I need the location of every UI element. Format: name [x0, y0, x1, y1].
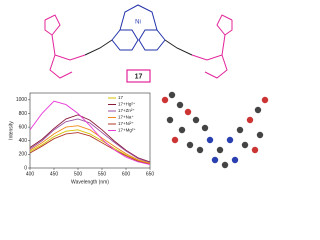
x-tick-label: 500: [74, 171, 83, 177]
legend-label: 17+Ni²⁺: [118, 121, 134, 126]
atom: [231, 156, 239, 164]
atom: [261, 96, 269, 104]
atom: [184, 108, 192, 116]
x-axis-label: Wavelength (nm): [71, 179, 109, 185]
atom: [251, 146, 259, 154]
atom: [201, 124, 209, 132]
atom: [241, 141, 249, 149]
y-axis-label: Intensity: [8, 121, 14, 140]
atom: [226, 136, 234, 144]
atom: [171, 136, 179, 144]
x-tick-label: 600: [122, 171, 131, 177]
atom: [221, 161, 229, 169]
atom: [166, 116, 174, 124]
atom: [196, 146, 204, 154]
series-line: [29, 132, 151, 165]
atom: [246, 116, 254, 124]
atom: [161, 96, 169, 104]
plot-frame: [29, 92, 151, 169]
legend-label: 17+Zn²⁺: [118, 108, 135, 113]
structure: [44, 4, 233, 83]
y-tick-label: 600: [19, 124, 28, 130]
atom: [186, 141, 194, 149]
y-tick-label: 1000: [16, 97, 27, 103]
metal-label: Ni: [135, 20, 141, 26]
atom: [256, 131, 264, 139]
x-tick-label: 650: [146, 171, 155, 177]
x-tick-label: 400: [26, 171, 35, 177]
atom: [178, 126, 186, 134]
series-line: [29, 114, 151, 163]
series-line: [29, 125, 151, 164]
atom: [192, 116, 200, 124]
y-tick-label: 800: [19, 111, 28, 117]
atom: [168, 91, 176, 99]
series-line: [29, 129, 151, 165]
atom: [211, 156, 219, 164]
series-line: [29, 118, 151, 163]
atom: [236, 126, 244, 134]
graphic: Ni 17 0 200 400 600 800 1000 400 450 500 550 600 65…: [8, 4, 269, 185]
legend-label: 17+Hg²⁺: [118, 102, 136, 107]
x-tick-label: 450: [50, 171, 59, 177]
legend-label: 17+Mg²⁺: [118, 128, 136, 133]
atom: [254, 106, 262, 114]
legend-label: 17+Na⁺: [118, 115, 134, 120]
y-tick-label: 200: [19, 152, 28, 158]
atom: [206, 136, 214, 144]
x-tick-label: 550: [98, 171, 107, 177]
series-line: [29, 100, 151, 166]
compound-label: 17: [135, 73, 143, 80]
atom: [216, 146, 224, 154]
y-tick-label: 400: [19, 138, 28, 144]
atom: [176, 101, 184, 109]
legend-label: 17: [118, 95, 124, 100]
molecule-model: [161, 91, 269, 169]
y-tick-label: 0: [24, 165, 27, 171]
